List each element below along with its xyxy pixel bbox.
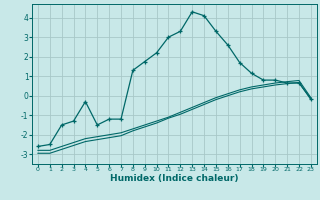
X-axis label: Humidex (Indice chaleur): Humidex (Indice chaleur) xyxy=(110,174,239,183)
